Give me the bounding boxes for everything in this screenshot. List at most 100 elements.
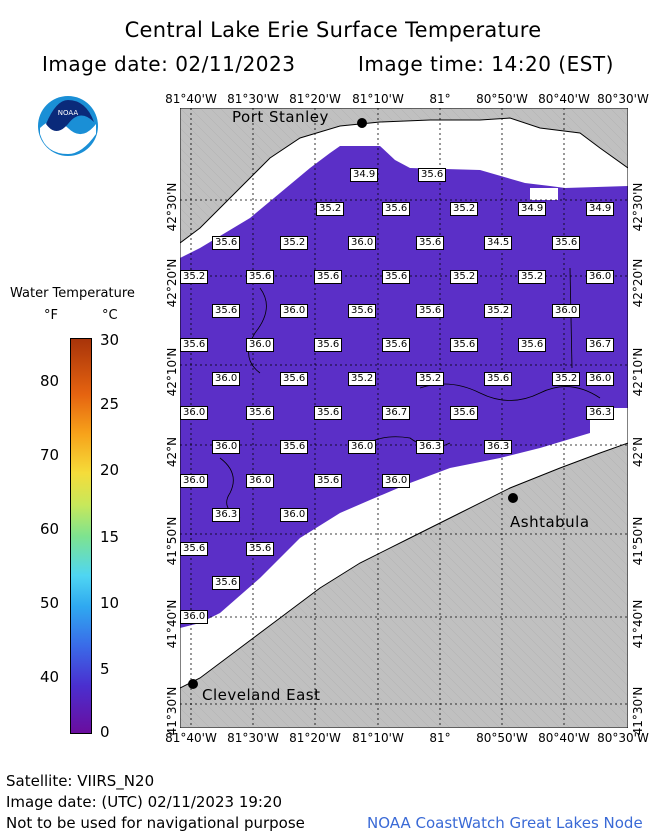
temp-label: 35.6: [246, 542, 275, 556]
city-cleveland-east: Cleveland East: [202, 686, 321, 704]
legend-unit-c: °C: [102, 308, 118, 323]
temp-label: 35.2: [280, 236, 309, 250]
temp-label: 36.0: [212, 372, 241, 386]
legend-title: Water Temperature: [10, 286, 135, 301]
temp-label: 35.2: [518, 270, 547, 284]
lat-label-left: 42°30'N: [165, 182, 179, 232]
footer-satellite: Satellite: VIIRS_N20: [6, 772, 155, 790]
temp-label: 36.0: [180, 474, 209, 488]
temp-label: 36.0: [212, 440, 241, 454]
temp-label: 36.0: [180, 406, 209, 420]
temp-label: 36.7: [586, 338, 615, 352]
lake-erie-map: Port Stanley Ashtabula Cleveland East 34…: [180, 108, 628, 728]
lon-label-bottom: 81°10'W: [352, 731, 404, 745]
lat-label-right: 42°20'N: [631, 258, 645, 308]
temp-label: 35.2: [180, 270, 209, 284]
city-port-stanley: Port Stanley: [232, 108, 329, 126]
temp-label: 35.6: [314, 474, 343, 488]
lat-label-right: 42°30'N: [631, 182, 645, 232]
lon-label-top: 81°10'W: [352, 92, 404, 106]
temperature-colorbar: [70, 338, 92, 734]
lon-label-top: 81°30'W: [227, 92, 279, 106]
legend-unit-f: °F: [44, 308, 58, 323]
temp-label: 35.6: [348, 304, 377, 318]
north-land: [180, 108, 628, 244]
cleveland-east-marker: [188, 679, 198, 689]
lon-label-bottom: 80°50'W: [476, 731, 528, 745]
temp-label: 34.9: [586, 202, 615, 216]
temp-label: 35.6: [450, 406, 479, 420]
ashtabula-marker: [508, 493, 518, 503]
temp-label: 36.3: [586, 406, 615, 420]
lon-label-bottom: 81°20'W: [289, 731, 341, 745]
temp-label: 35.6: [552, 236, 581, 250]
temp-label: 36.0: [382, 474, 411, 488]
lat-label-left: 42°10'N: [165, 347, 179, 397]
lat-label-right: 41°40'N: [631, 599, 645, 649]
temp-label: 35.2: [450, 270, 479, 284]
temp-label: 35.6: [382, 202, 411, 216]
temp-label: 36.0: [348, 440, 377, 454]
temp-label: 35.6: [314, 338, 343, 352]
temp-label: 35.6: [212, 304, 241, 318]
lon-label-top: 81°40'W: [165, 92, 217, 106]
temp-label: 35.6: [314, 406, 343, 420]
temp-label: 36.0: [586, 372, 615, 386]
temp-label: 35.2: [450, 202, 479, 216]
temp-label: 35.6: [180, 542, 209, 556]
temp-label: 35.6: [416, 304, 445, 318]
temp-label: 35.2: [416, 372, 445, 386]
temp-label: 35.6: [280, 440, 309, 454]
temp-label: 35.6: [416, 236, 445, 250]
temp-label: 36.0: [280, 304, 309, 318]
lon-label-bottom: 81°30'W: [227, 731, 279, 745]
noaa-logo-icon: NOAA: [36, 94, 100, 162]
temp-label: 35.6: [450, 338, 479, 352]
temp-label: 36.0: [280, 508, 309, 522]
water-field: [180, 146, 628, 628]
temp-label: 36.3: [212, 508, 241, 522]
temp-label: 35.2: [348, 372, 377, 386]
lat-label-left: 42°20'N: [165, 258, 179, 308]
port-stanley-marker: [357, 118, 367, 128]
lon-label-top: 81°: [429, 92, 451, 106]
temp-label: 36.0: [552, 304, 581, 318]
lon-label-top: 80°30'W: [597, 92, 649, 106]
legend-tick-f: 70: [40, 446, 60, 464]
temp-label: 35.6: [314, 270, 343, 284]
lat-label-left: 42°N: [165, 436, 179, 468]
temp-label: 35.6: [246, 270, 275, 284]
temp-label: 35.6: [280, 372, 309, 386]
legend-tick-c: 20: [100, 461, 120, 479]
legend-tick-c: 0: [100, 723, 110, 741]
image-time: Image time: 14:20 (EST): [358, 52, 614, 76]
lon-label-bottom: 80°30'W: [597, 731, 649, 745]
lon-label-bottom: 80°40'W: [538, 731, 590, 745]
temp-label: 35.6: [484, 372, 513, 386]
temp-label: 35.6: [212, 576, 241, 590]
legend-tick-f: 80: [40, 372, 60, 390]
legend-tick-f: 40: [40, 668, 60, 686]
footer-credit[interactable]: NOAA CoastWatch Great Lakes Node: [367, 814, 643, 832]
temp-label: 36.0: [246, 474, 275, 488]
temp-label: 35.6: [518, 338, 547, 352]
legend-tick-c: 5: [100, 660, 110, 678]
temp-label: 35.6: [246, 406, 275, 420]
temp-label: 35.6: [382, 270, 411, 284]
temp-label: 36.3: [416, 440, 445, 454]
temp-label: 35.2: [484, 304, 513, 318]
lon-label-top: 81°20'W: [289, 92, 341, 106]
lon-label-top: 80°40'W: [538, 92, 590, 106]
map-title: Central Lake Erie Surface Temperature: [124, 18, 542, 42]
lat-label-left: 41°50'N: [165, 516, 179, 566]
legend-tick-f: 50: [40, 594, 60, 612]
lat-label-right: 41°50'N: [631, 516, 645, 566]
temp-label: 35.2: [552, 372, 581, 386]
lat-label-right: 41°30'N: [631, 686, 645, 736]
lon-label-bottom: 81°: [429, 731, 451, 745]
temp-label: 34.9: [518, 202, 547, 216]
image-date: Image date: 02/11/2023: [42, 52, 296, 76]
legend-tick-c: 25: [100, 395, 120, 413]
temp-label: 35.6: [418, 168, 447, 182]
footer-disclaimer: Not to be used for navigational purpose: [6, 814, 305, 832]
